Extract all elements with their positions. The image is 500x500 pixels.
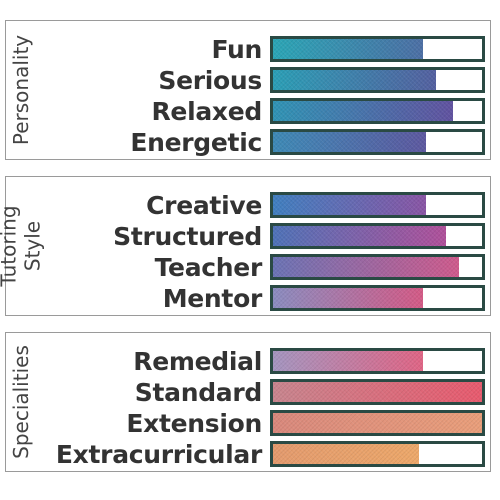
bar-texture [273, 195, 426, 215]
panel-personality: Personality Fun Serious Relaxed Energetic [5, 20, 491, 160]
trait-label: Structured [113, 222, 262, 251]
bar-texture [273, 351, 424, 371]
bar-texture [273, 382, 482, 402]
trait-bar-track [270, 67, 485, 93]
trait-bar-fill [273, 288, 424, 308]
trait-label: Remedial [133, 347, 262, 376]
panel-title-line: Personality [9, 34, 34, 146]
trait-bar-track [270, 223, 485, 249]
panel-title-line: Specialities [9, 345, 33, 459]
bar-texture [273, 413, 482, 433]
panel-tutoring-style: Tutoring Style Creative Structured Teacher Me… [0, 176, 491, 316]
trait-bar-fill [273, 257, 459, 277]
trait-label: Standard [134, 378, 263, 407]
panel-title: Personality [6, 21, 36, 159]
trait-bar-track [270, 441, 485, 467]
trait-bar-track [270, 98, 485, 124]
trait-label: Creative [146, 191, 262, 220]
trait-bar-fill [273, 195, 426, 215]
bar-texture [273, 226, 447, 246]
trait-label: Fun [211, 35, 262, 64]
trait-bar-track [270, 285, 485, 311]
panel-title-text: Specialities [9, 345, 33, 459]
trait-row: Mentor [36, 283, 490, 314]
panel-specialities: Specialities Remedial Standard Extension Ext… [5, 332, 491, 472]
trait-bar-fill [273, 39, 424, 59]
trait-bar-track [270, 36, 485, 62]
trait-label: Serious [158, 66, 262, 95]
trait-row: Teacher [36, 252, 490, 283]
trait-bar-fill [273, 132, 426, 152]
trait-bar-track [270, 192, 485, 218]
trait-bar-fill [273, 226, 447, 246]
bar-texture [273, 444, 420, 464]
trait-bar-fill [273, 70, 437, 90]
trait-bar-track [270, 254, 485, 280]
trait-bar-track [270, 379, 485, 405]
trait-row: Serious [36, 65, 490, 96]
bar-texture [273, 70, 437, 90]
panel-title: Specialities [6, 333, 36, 471]
trait-row: Standard [36, 377, 490, 408]
trait-bar-fill [273, 444, 420, 464]
trait-bar-track [270, 348, 485, 374]
trait-bar-track [270, 410, 485, 436]
bar-texture [273, 39, 424, 59]
trait-row: Relaxed [36, 96, 490, 127]
trait-bar-fill [273, 382, 482, 402]
panel-title-text: Personality [9, 35, 33, 145]
trait-row: Remedial [36, 346, 490, 377]
trait-row: Structured [36, 221, 490, 252]
trait-label: Extracurricular [55, 440, 262, 469]
trait-label: Teacher [154, 253, 263, 282]
panel-title-line: Tutoring [0, 205, 21, 287]
trait-label: Mentor [162, 284, 263, 313]
trait-label: Energetic [130, 128, 262, 157]
trait-row: Creative [36, 190, 490, 221]
bar-texture [273, 101, 453, 121]
trait-row: Extracurricular [36, 439, 490, 470]
bar-texture [273, 288, 424, 308]
trait-row: Energetic [36, 127, 490, 158]
bar-texture [273, 257, 459, 277]
trait-bar-fill [273, 101, 453, 121]
bar-texture [273, 132, 426, 152]
trait-label: Extension [126, 409, 262, 438]
panel-title: Tutoring Style [0, 177, 45, 315]
trait-bar-fill [273, 413, 482, 433]
trait-row: Extension [36, 408, 490, 439]
trait-label: Relaxed [151, 97, 262, 126]
trait-bar-fill [273, 351, 424, 371]
trait-row: Fun [36, 34, 490, 65]
trait-bar-track [270, 129, 485, 155]
